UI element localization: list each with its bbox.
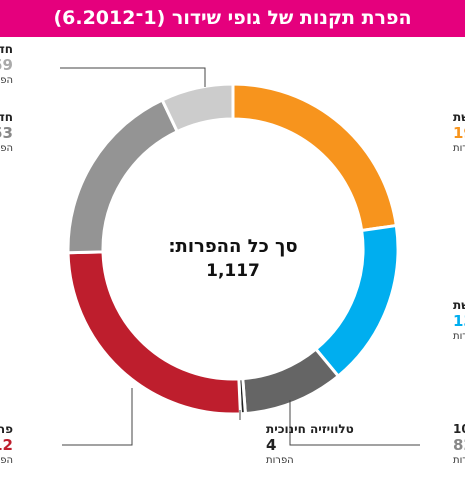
label-value: 136 — [453, 312, 465, 330]
slice-keshet — [231, 82, 399, 233]
label-name: פרסומות — [0, 422, 13, 436]
label-unit: הפרות — [453, 331, 465, 342]
label-name: חדשות 2 — [0, 110, 13, 124]
label-unit: הפרות — [0, 75, 13, 86]
title-bar — [0, 0, 465, 37]
label-unit: הפרות — [0, 143, 13, 154]
label-unit: הפרות — [453, 455, 465, 466]
label-unit: הפרות — [266, 455, 294, 466]
label-israel-10: ישראל 1082הפרות — [453, 422, 465, 466]
label-value: 153 — [0, 124, 13, 142]
leader-line-news-10 — [60, 67, 206, 87]
label-value: 4 — [266, 436, 276, 454]
label-name: רשת — [453, 298, 465, 312]
label-news-10: חדשות 1059הפרות — [0, 42, 13, 86]
leader-line-ads — [62, 388, 133, 446]
label-unit: הפרות — [453, 143, 465, 154]
label-unit: הפרות — [0, 455, 13, 466]
label-name: קשת — [453, 110, 465, 124]
label-keshet: קשת190הפרות — [453, 110, 465, 154]
label-name: חדשות 10 — [0, 42, 13, 56]
label-reshet: רשת136הפרות — [453, 298, 465, 342]
slice-news-10 — [160, 82, 235, 134]
label-value: 82 — [453, 436, 465, 454]
center-total: 1,117 — [206, 261, 260, 281]
center-title: סך כל ההפרות: — [168, 236, 297, 257]
slice-reshet — [313, 223, 400, 379]
label-news-2: חדשות 2153הפרות — [0, 110, 13, 154]
label-value: 59 — [0, 56, 13, 74]
label-name: ישראל 10 — [453, 422, 465, 436]
chart-title: הפרת תקנות של גופי שידור (1־6.2012) — [53, 7, 412, 29]
label-name: טלוויזיה חינוכית — [266, 422, 354, 436]
leader-line-israel-10 — [289, 400, 420, 446]
label-value: 190 — [453, 124, 465, 142]
label-ads: פרסומות212הפרות — [0, 422, 13, 466]
label-value: 212 — [0, 436, 13, 454]
slice-news-2 — [66, 97, 180, 255]
